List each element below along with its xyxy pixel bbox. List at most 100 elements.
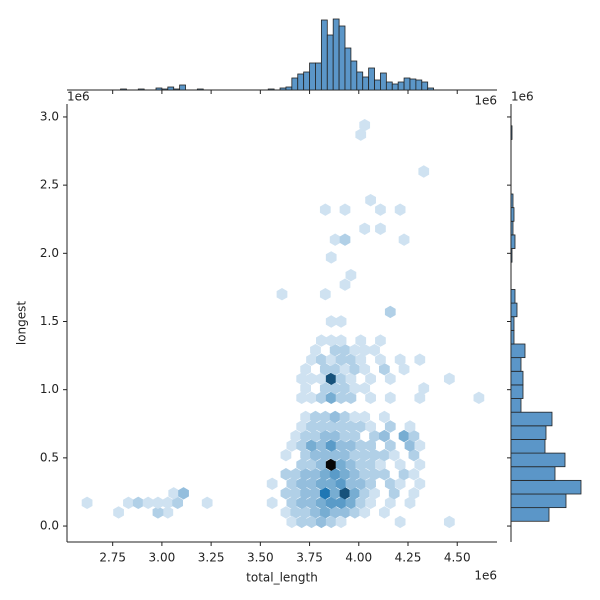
hexbin-cell [335, 353, 347, 366]
hexbin-cell [300, 363, 311, 376]
hexbin-cell [365, 391, 376, 405]
hexbin-cell [316, 391, 327, 405]
hexbin-cell [335, 315, 347, 328]
hexbin-cell [369, 468, 380, 481]
hexbin-cell [345, 477, 357, 490]
histogram-bar [196, 88, 204, 91]
histogram-bar [510, 248, 513, 263]
hexbin-cell [349, 448, 361, 462]
hexbin-cell [398, 363, 410, 376]
histogram-bar [309, 62, 316, 91]
hexbin-cell [316, 477, 327, 490]
hexbin-cell [365, 477, 376, 490]
hexbin-cell [325, 439, 337, 452]
hexbin-cell [280, 468, 292, 481]
hexbin-cell [388, 448, 400, 462]
y-tick-label: 1.5 [40, 314, 59, 328]
hexbin-cell [300, 429, 311, 443]
hexbin-cell [359, 343, 371, 357]
hexbin-cell [286, 515, 298, 529]
x-tick-label: 3.00 [149, 551, 176, 565]
hexbin-cell [310, 468, 321, 481]
hexbin-cell [394, 203, 406, 216]
hexbin-cell [375, 222, 386, 235]
histogram-bar [285, 86, 293, 91]
hexbin-cell [339, 468, 351, 481]
hexbin-cell [345, 372, 357, 385]
hexbin-cell [335, 515, 347, 529]
hexbin-cell [339, 343, 351, 357]
hexbin-cell [359, 468, 371, 481]
histogram-bar [510, 343, 526, 359]
hexbin-cell [384, 496, 396, 510]
hexbin-cell [81, 496, 93, 510]
histogram-bar [510, 479, 582, 495]
y-tick-label: 2.5 [40, 178, 59, 192]
hexbin-cell [290, 429, 302, 443]
hexbin-cell [286, 439, 298, 452]
hexbin-cell [319, 363, 331, 376]
hexbin-cell [359, 118, 371, 132]
hexbin-cell [178, 487, 189, 500]
hexbin-cell [414, 391, 426, 405]
histogram-bar [161, 88, 169, 91]
hexbin-cell [335, 391, 347, 405]
histogram-bar [374, 79, 381, 91]
hexbin-cell [310, 506, 321, 519]
hexbin-cell [329, 363, 341, 376]
hexbin-cell [359, 382, 371, 395]
hexbin-cell [162, 506, 174, 519]
hexbin-cell [310, 429, 321, 443]
hexbin-cell [329, 233, 341, 246]
histogram-bar [397, 81, 405, 91]
y-tick-label: 1.0 [40, 382, 59, 396]
hexbin-cell [349, 468, 361, 481]
hexbin-cell [345, 439, 357, 452]
hexbin-cell [355, 439, 367, 452]
hexbin-cell [414, 439, 426, 452]
hexbin-cell [414, 458, 426, 471]
hexbin-cell [345, 268, 357, 282]
hexbin-cell [325, 353, 337, 366]
hexbin-cell [375, 353, 386, 366]
histogram-bar [385, 81, 393, 91]
hexbin-cell [300, 487, 311, 500]
x-tick-label: 4.00 [345, 551, 372, 565]
histogram-bar [320, 19, 328, 91]
hexbin-cell [325, 391, 337, 405]
hexbin-cell [379, 448, 390, 462]
x-tick-label: 2.75 [99, 551, 126, 565]
hexbin-cell [345, 391, 357, 405]
hexbin-cell [310, 448, 321, 462]
hexbin-cell [359, 448, 371, 462]
x-tick-label: 3.75 [296, 551, 323, 565]
hexbin-cell [319, 288, 331, 301]
hexbin-cell [349, 429, 361, 443]
histogram-bar [510, 384, 524, 399]
histogram-bar [510, 507, 550, 522]
histogram-bar [510, 411, 553, 427]
hexbin-cell [201, 496, 213, 510]
hexbin-cell [349, 363, 361, 376]
hexbin-cell [414, 353, 426, 366]
hexbin-cell [306, 353, 317, 366]
hexbin-cell [280, 487, 292, 500]
hexbin-cell [300, 448, 311, 462]
hexbin-cell [355, 128, 367, 141]
hexbin-cell [418, 382, 430, 395]
histogram-bar [279, 87, 287, 91]
hexbin-cell [359, 363, 371, 376]
hexbin-cell [379, 410, 390, 424]
hexbin-cell [306, 515, 317, 529]
histogram-bar [510, 357, 522, 372]
hexbin-cell [379, 506, 390, 519]
hexbin-cell [355, 353, 367, 366]
hexbin-cell [296, 420, 308, 433]
histogram-bar [326, 34, 334, 91]
hexbin-cell [443, 515, 455, 529]
hexbin-cell [398, 429, 410, 443]
hexbin-cell [335, 334, 347, 347]
hexbin-cell [349, 410, 361, 424]
hexbin-cell [325, 477, 337, 490]
hexbin-cell [290, 506, 302, 519]
